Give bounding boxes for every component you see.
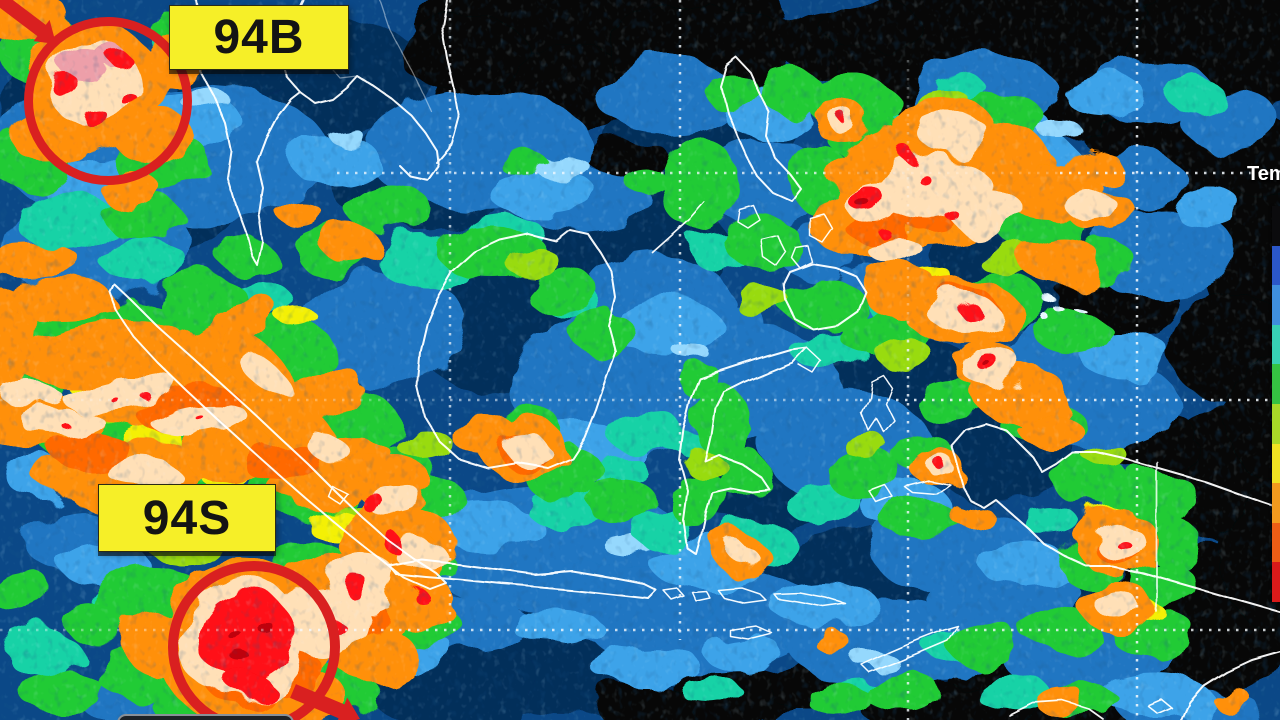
- storm-circle-94b: [24, 17, 192, 185]
- bottom-label-box: [117, 714, 294, 720]
- colorbar: [1272, 206, 1280, 602]
- storm-circle-94s: [168, 561, 340, 720]
- storm-label-94s: 94S: [98, 484, 276, 552]
- colorbar-title: Tem: [1247, 163, 1280, 185]
- storm-label-94b: 94B: [169, 5, 349, 70]
- storm-label-94b-text: 94B: [213, 11, 305, 64]
- coastline-layer: [108, 0, 1280, 720]
- storm-label-94s-text: 94S: [142, 491, 232, 545]
